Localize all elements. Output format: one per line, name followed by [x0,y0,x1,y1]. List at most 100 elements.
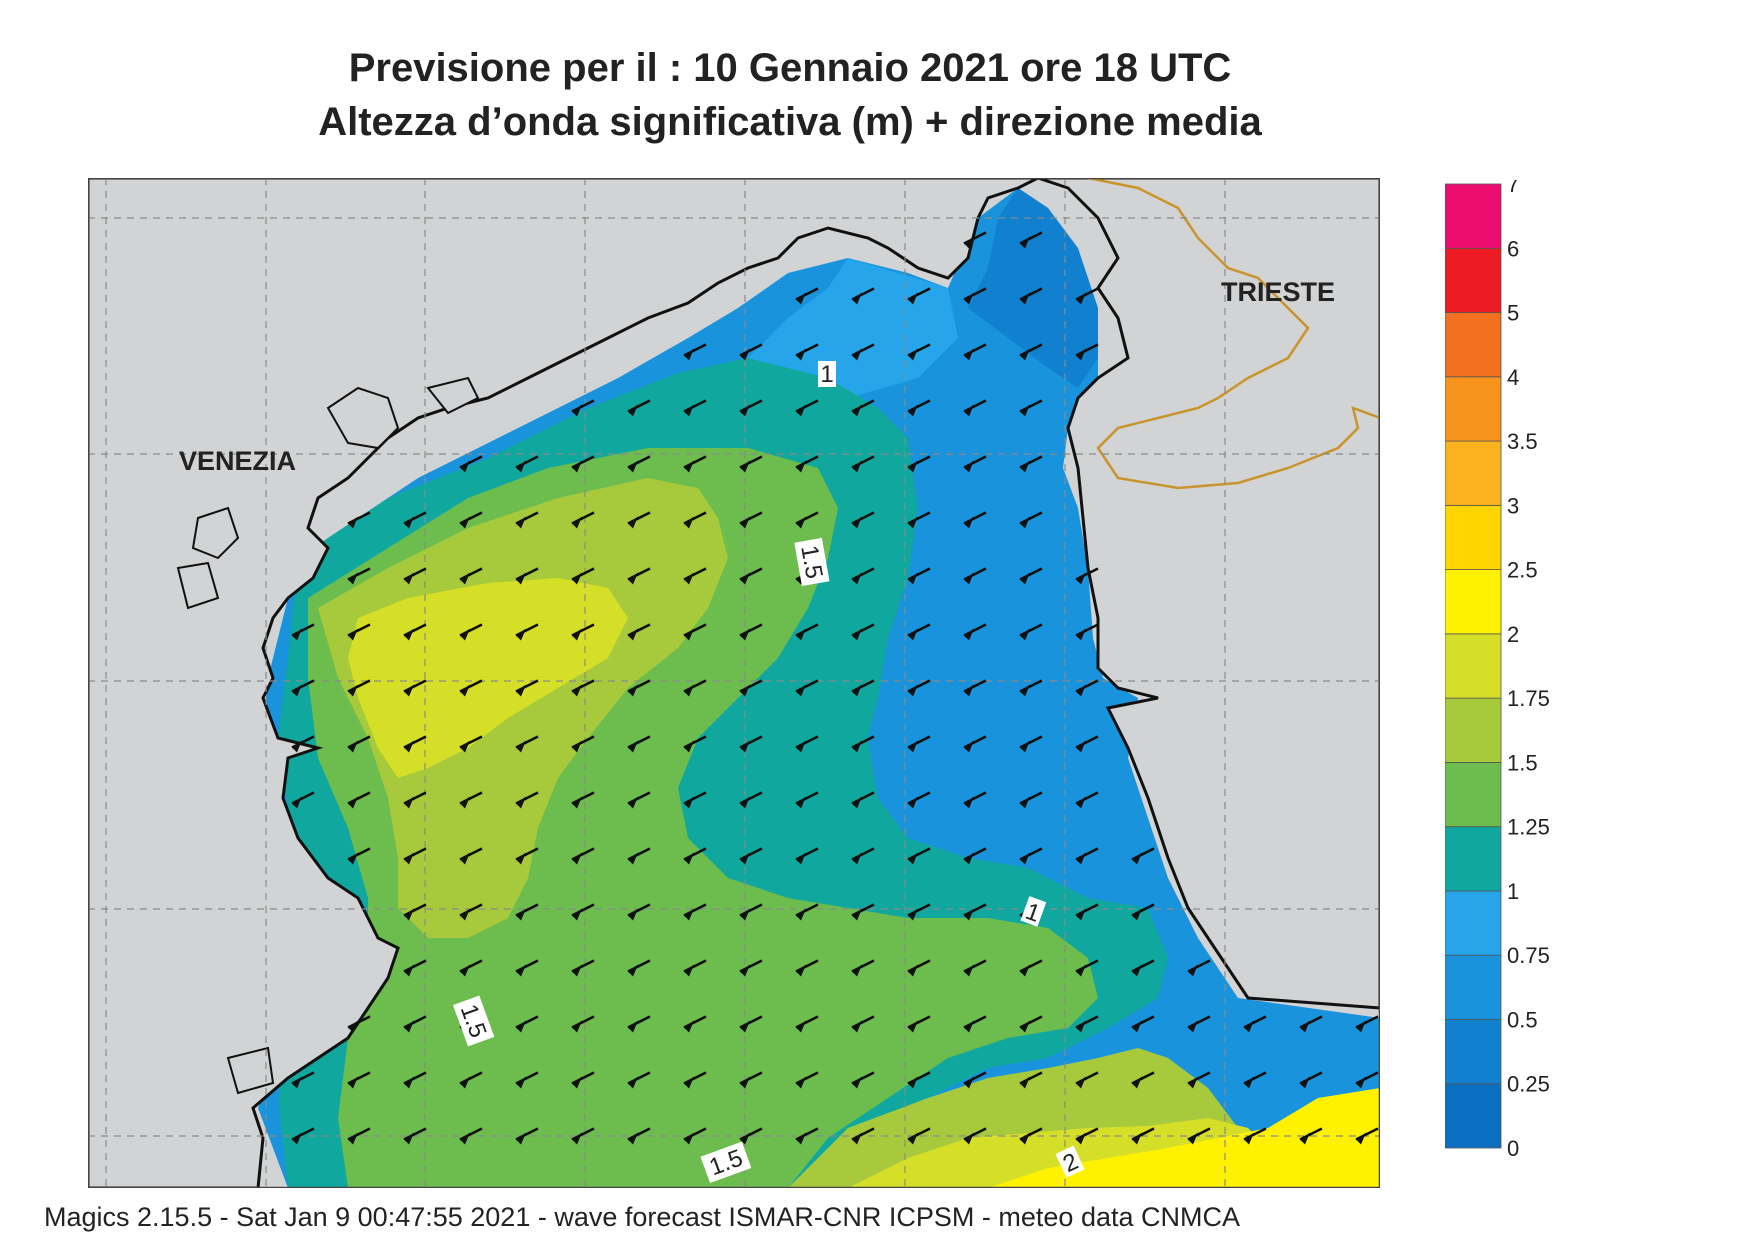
direction-arrow-head [1356,1132,1366,1145]
direction-arrow-head [1076,908,1086,921]
direction-arrow-head [852,964,862,977]
direction-arrow-head [852,684,862,697]
direction-arrow-head [852,1132,862,1145]
direction-arrow-head [964,1132,974,1145]
direction-arrow-head [852,348,862,361]
direction-arrow-head [292,1076,302,1089]
direction-arrow-head [684,572,694,585]
direction-arrow-head [460,852,470,865]
direction-arrow-head [572,404,582,417]
direction-arrow-head [404,516,414,529]
direction-arrow-head [1132,852,1142,865]
direction-arrow-head [908,796,918,809]
legend-swatch [1445,697,1502,763]
direction-arrow-head [292,684,302,697]
direction-arrow-head [740,404,750,417]
title-line-1: Previsione per il : 10 Gennaio 2021 ore … [348,46,1232,90]
direction-arrow-head [516,1132,526,1145]
direction-arrow-head [348,1132,358,1145]
legend-swatch [1445,183,1502,249]
direction-arrow-head [348,740,358,753]
legend-swatch [1445,633,1502,699]
direction-arrow-head [1356,1020,1366,1033]
direction-arrow-head [628,572,638,585]
direction-arrow-head [628,1076,638,1089]
direction-arrow-head [404,796,414,809]
direction-arrow-head [1076,852,1086,865]
legend-label: 3 [1507,493,1519,518]
direction-arrow-head [964,740,974,753]
direction-arrow-head [348,572,358,585]
direction-arrow-head [1020,740,1030,753]
direction-arrow-head [908,684,918,697]
direction-arrow-head [628,404,638,417]
direction-arrow-head [964,796,974,809]
country-border [1087,178,1380,490]
direction-arrow-head [628,1020,638,1033]
direction-arrow-head [796,1076,806,1089]
direction-arrow-head [796,516,806,529]
direction-arrow-head [740,796,750,809]
direction-arrow-head [460,628,470,641]
direction-arrow-head [1020,348,1030,361]
legend-swatch [1445,504,1502,571]
direction-arrow-head [964,292,974,305]
direction-arrow-head [460,684,470,697]
direction-arrow-head [572,460,582,473]
direction-arrow-head [1076,964,1086,977]
direction-arrow-head [404,1076,414,1089]
direction-arrow-head [964,572,974,585]
direction-arrow-head [852,852,862,865]
direction-arrow-head [852,1076,862,1089]
direction-arrow-head [1188,1076,1198,1089]
venezia-lagoon-land [88,178,1039,1188]
direction-arrow-head [572,572,582,585]
direction-arrow-head [852,628,862,641]
direction-arrow-head [684,852,694,865]
direction-arrow-head [1020,1132,1030,1145]
legend-label: 0 [1507,1136,1519,1161]
direction-arrow-head [516,1076,526,1089]
direction-arrow-head [796,1132,806,1145]
direction-arrow-head [628,460,638,473]
direction-arrow-head [740,740,750,753]
direction-arrow-head [684,1020,694,1033]
direction-arrow-head [1188,964,1198,977]
direction-arrow-head [404,572,414,585]
direction-arrow-head [516,852,526,865]
direction-arrow-head [572,740,582,753]
legend-swatch [1445,440,1502,506]
direction-arrow-head [628,964,638,977]
legend-swatch [1445,1019,1502,1085]
direction-arrow-head [348,684,358,697]
direction-arrow-head [964,684,974,697]
direction-arrow-head [516,684,526,697]
direction-arrow-head [796,628,806,641]
direction-arrow-head [964,516,974,529]
direction-arrow-head [628,684,638,697]
direction-arrow-head [852,516,862,529]
city-label-venezia: VENEZIA [179,446,296,476]
direction-arrow-head [1356,1076,1366,1089]
direction-arrow-head [1300,1020,1310,1033]
direction-arrow-head [1132,1020,1142,1033]
direction-arrow-head [348,852,358,865]
direction-arrow-head [1076,1132,1086,1145]
legend-label: 2.5 [1507,558,1538,583]
direction-arrow-head [404,852,414,865]
direction-arrow-head [740,1132,750,1145]
direction-arrow-head [572,1076,582,1089]
direction-arrow-head [1020,684,1030,697]
direction-arrow-head [348,628,358,641]
direction-arrow-head [964,348,974,361]
direction-arrow-head [796,908,806,921]
direction-arrow-head [516,628,526,641]
direction-arrow-head [740,572,750,585]
direction-arrow-head [628,740,638,753]
direction-arrow-head [460,460,470,473]
direction-arrow-head [1076,292,1086,305]
direction-arrow-head [572,516,582,529]
direction-arrow-head [684,460,694,473]
direction-arrow-head [908,740,918,753]
direction-arrow-head [516,908,526,921]
